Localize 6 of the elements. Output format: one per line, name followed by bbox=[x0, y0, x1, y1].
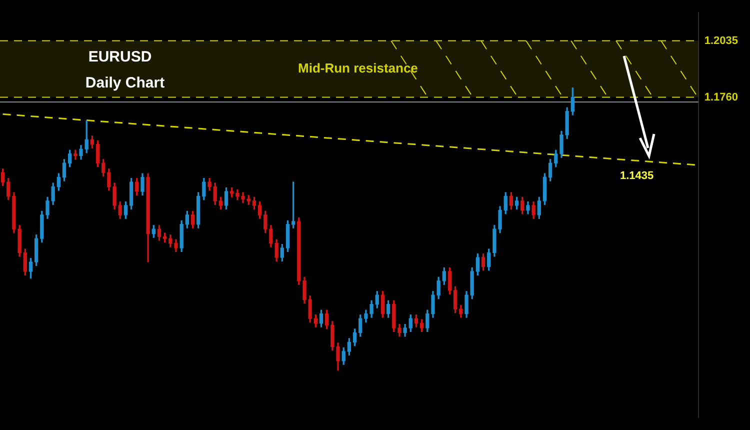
text: Daily Chart bbox=[85, 74, 165, 92]
y-tick-label: 1.1760 bbox=[704, 91, 738, 104]
annotation: 1.1435 bbox=[620, 170, 654, 182]
band-label: Mid-Run resistance bbox=[298, 60, 418, 76]
text: EURUSD bbox=[88, 48, 152, 66]
y-tick-label: 1.2035 bbox=[704, 34, 738, 47]
